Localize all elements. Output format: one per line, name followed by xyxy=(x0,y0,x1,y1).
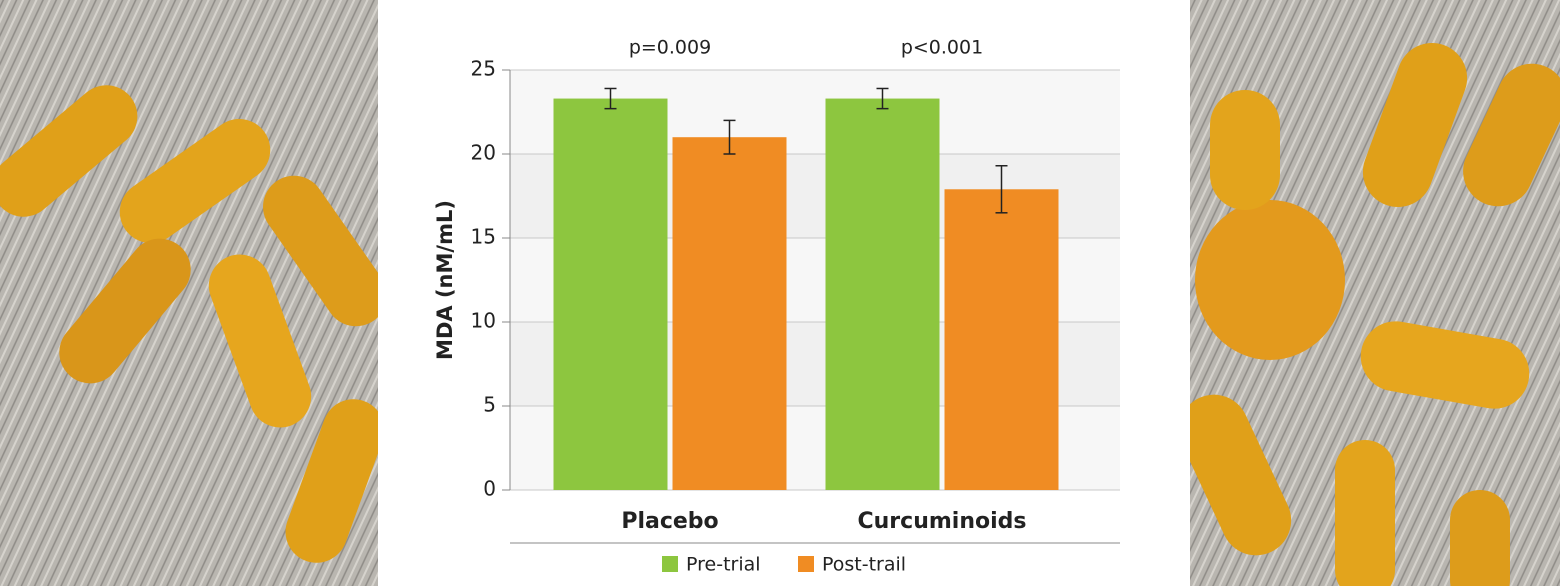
y-tick-label: 5 xyxy=(483,393,496,417)
x-tick-label: Placebo xyxy=(621,509,718,534)
legend-label: Post-trail xyxy=(822,554,906,576)
y-tick-label: 15 xyxy=(471,225,496,249)
x-tick-label: Curcuminoids xyxy=(858,509,1027,534)
bar xyxy=(673,137,787,490)
legend-label: Pre-trial xyxy=(686,554,761,576)
y-tick-label: 25 xyxy=(471,57,496,81)
bar xyxy=(945,189,1059,490)
page: MDA (nM/mL) 0 5 10 15 20 25 Placebo p=0.009 Curc… xyxy=(0,0,1560,586)
annotation: p<0.001 xyxy=(901,37,983,59)
left-photo xyxy=(0,0,399,586)
y-axis-label: MDA (nM/mL) xyxy=(433,200,457,360)
y-tick-label: 20 xyxy=(471,141,496,165)
bar xyxy=(554,99,668,490)
right-photo xyxy=(1167,0,1560,586)
legend-swatch xyxy=(798,556,814,572)
bar xyxy=(826,99,940,490)
legend-swatch xyxy=(662,556,678,572)
y-tick-label: 0 xyxy=(483,477,496,501)
y-tick-label: 10 xyxy=(471,309,496,333)
annotation: p=0.009 xyxy=(629,37,711,59)
